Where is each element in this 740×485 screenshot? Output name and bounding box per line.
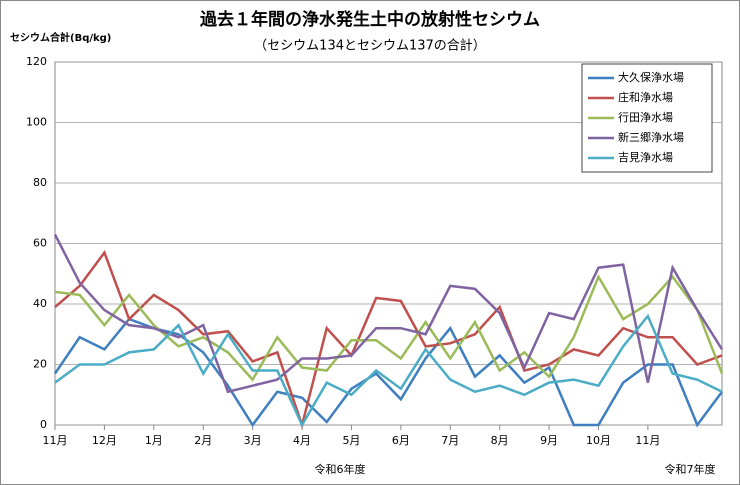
x-tick-label: 9月 [540,434,558,447]
legend-label: 行田浄水場 [618,110,673,124]
y-tick-label: 0 [40,418,47,431]
x-tick-label: 4月 [293,434,311,447]
annotation: 令和6年度 [315,462,366,476]
x-tick-label: 11月 [635,434,660,447]
y-tick-label: 20 [33,358,47,371]
y-tick-label: 100 [26,116,47,129]
y-axis-label: セシウム合計(Bq/kg) [10,31,111,44]
x-tick-label: 1月 [145,434,163,447]
legend-label: 新三郷浄水場 [618,130,684,144]
x-tick-label: 11月 [43,434,68,447]
legend-label: 大久保浄水場 [618,70,684,84]
x-tick-label: 8月 [491,434,509,447]
series-line [54,313,723,428]
chart-subtitle: （セシウム134とセシウム137の合計） [254,38,486,54]
series-line [54,249,723,430]
x-tick-label: 12月 [92,434,117,447]
legend-label: 庄和浄水場 [618,90,673,104]
x-tick-label: 3月 [244,434,262,447]
series-line [53,233,724,394]
y-tick-label: 120 [26,55,47,68]
x-tick-label: 5月 [342,434,360,447]
legend-label: 吉見浄水場 [618,150,673,164]
x-tick-label: 6月 [392,434,410,447]
series-line [53,317,724,428]
x-tick-label: 10月 [586,434,611,447]
y-tick-label: 40 [33,297,47,310]
y-tick-label: 60 [33,237,47,250]
y-tick-label: 80 [33,176,47,189]
chart-title: 過去１年間の浄水発生土中の放射性セシウム [200,9,540,30]
annotation: 令和7年度 [665,462,716,476]
x-tick-label: 2月 [194,434,212,447]
x-tick-label: 7月 [441,434,459,447]
